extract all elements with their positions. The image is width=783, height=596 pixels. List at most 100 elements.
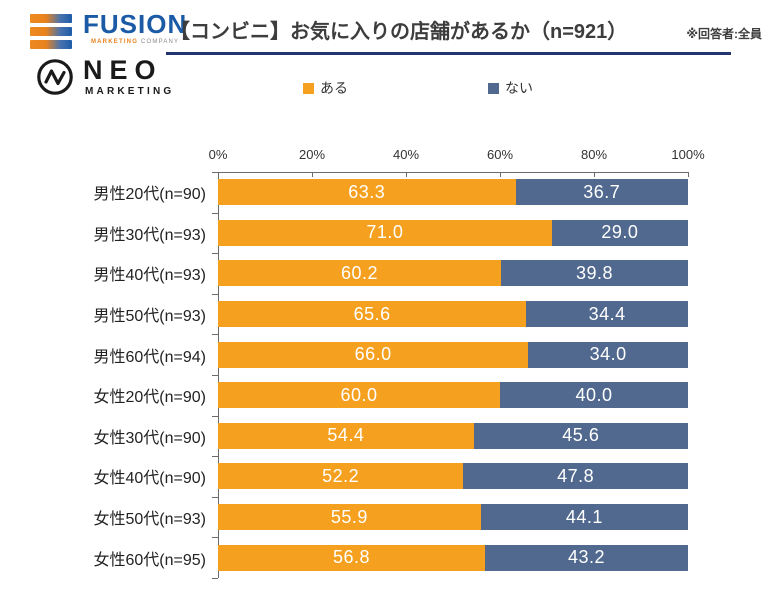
chart-legend: ある ない <box>303 78 533 98</box>
x-axis-tick <box>406 172 407 177</box>
legend-swatch <box>303 82 314 94</box>
category-label: 男性40代(n=93) <box>93 267 207 285</box>
bar-segment-series-2: 34.0 <box>528 341 688 368</box>
bar-segment-series-2: 40.0 <box>500 382 688 409</box>
neo-wordmark: NEO MARKETING <box>83 55 175 98</box>
bar-segment-series-1: 63.3 <box>218 179 516 206</box>
neo-subtitle: MARKETING <box>85 86 175 97</box>
bar-value-label: 44.1 <box>565 506 603 527</box>
fusion-logo: FUSION MARKETING COMPANY <box>30 11 187 49</box>
bar-value-label: 55.9 <box>330 506 368 527</box>
bar-segment-series-1: 54.4 <box>218 422 474 449</box>
neo-pulse-icon <box>37 59 73 95</box>
bar-value-label: 60.0 <box>340 384 378 405</box>
category-axis-tick <box>212 537 218 539</box>
chart-row: 男性20代(n=90) 63.3 36.7 <box>0 172 688 213</box>
x-axis-tick <box>594 172 595 177</box>
x-axis-tick-label: 100% <box>671 147 705 162</box>
bar-segment-series-1: 71.0 <box>218 219 552 246</box>
respondent-note: ※回答者:全員 <box>686 27 762 41</box>
bar-value-label: 66.0 <box>354 344 392 365</box>
chart-row: 男性30代(n=93) 71.0 29.0 <box>0 213 688 254</box>
bar-segment-series-1: 66.0 <box>218 341 529 368</box>
bar-segment-series-1: 60.0 <box>218 382 500 409</box>
category-label: 女性60代(n=95) <box>93 551 207 569</box>
fusion-bar <box>30 27 72 36</box>
category-axis-tick <box>212 334 218 336</box>
category-label: 男性60代(n=94) <box>93 348 207 366</box>
chart-row: 男性60代(n=94) 66.0 34.0 <box>0 334 688 375</box>
chart-row: 女性60代(n=95) 56.8 43.2 <box>0 537 688 578</box>
bar-segment-series-2: 36.7 <box>515 179 688 206</box>
bar-value-label: 71.0 <box>366 222 404 243</box>
category-axis-tick <box>212 212 218 214</box>
category-label: 女性40代(n=90) <box>93 470 207 488</box>
category-axis-tick <box>212 415 218 417</box>
bar-value-label: 39.8 <box>575 262 613 283</box>
category-label: 男性20代(n=90) <box>93 186 207 204</box>
bar-value-label: 56.8 <box>332 547 370 568</box>
category-axis-line <box>218 172 219 578</box>
legend-item: ない <box>488 78 533 98</box>
bar-segment-series-2: 47.8 <box>463 463 688 490</box>
neo-marketing-logo: NEO MARKETING <box>36 57 174 97</box>
bar-value-label: 54.4 <box>327 425 365 446</box>
bar-segment-series-1: 56.8 <box>218 544 485 571</box>
chart-row: 女性30代(n=90) 54.4 45.6 <box>0 416 688 457</box>
chart-row: 男性50代(n=93) 65.6 34.4 <box>0 294 688 335</box>
category-label: 女性20代(n=90) <box>93 389 207 407</box>
bar-value-label: 47.8 <box>557 465 595 486</box>
fusion-tagline-company: COMPANY <box>140 39 180 45</box>
title-row: 【コンビニ】お気に入りの店舗があるか（n=921） ※回答者:全員 <box>170 15 762 44</box>
x-axis-tick-label: 0% <box>208 147 228 162</box>
category-axis-tick <box>212 253 218 255</box>
category-label: 女性50代(n=93) <box>93 511 207 529</box>
legend-label: ある <box>320 80 348 96</box>
category-axis-tick <box>212 578 218 579</box>
neo-name: NEO <box>83 55 163 85</box>
chart-row: 男性40代(n=93) 60.2 39.8 <box>0 253 688 294</box>
bar-segment-series-1: 52.2 <box>218 463 464 490</box>
category-axis-tick <box>212 172 218 173</box>
category-label: 男性50代(n=93) <box>93 308 207 326</box>
category-axis-tick <box>212 375 218 376</box>
legend-label: ない <box>505 80 533 96</box>
bar-value-label: 52.2 <box>322 465 360 486</box>
x-axis-tick-label: 60% <box>486 147 514 162</box>
bar-value-label: 60.2 <box>340 262 378 283</box>
bar-segment-series-2: 44.1 <box>480 504 688 531</box>
bar-value-label: 34.4 <box>588 303 626 324</box>
chart-row: 女性20代(n=90) 60.0 40.0 <box>0 375 688 416</box>
bar-value-label: 29.0 <box>601 222 639 243</box>
bar-segment-series-2: 29.0 <box>551 219 688 246</box>
x-axis-tick <box>500 172 501 177</box>
bar-segment-series-1: 55.9 <box>218 504 481 531</box>
fusion-wordmark: FUSION MARKETING COMPANY <box>83 11 187 49</box>
x-axis-tick <box>688 172 689 177</box>
bar-value-label: 63.3 <box>348 181 386 202</box>
x-axis-tick-label: 80% <box>580 147 608 162</box>
bar-segment-series-1: 60.2 <box>218 260 501 287</box>
x-axis-tick <box>218 172 219 177</box>
chart-row: 女性50代(n=93) 55.9 44.1 <box>0 497 688 538</box>
bar-segment-series-2: 45.6 <box>473 422 688 449</box>
page-title: 【コンビニ】お気に入りの店舗があるか（n=921） <box>170 21 628 43</box>
fusion-bar <box>30 40 72 49</box>
chart-row: 女性40代(n=90) 52.2 47.8 <box>0 456 688 497</box>
bar-segment-series-2: 39.8 <box>500 260 688 287</box>
fusion-bar <box>30 14 72 23</box>
x-axis-tick-label: 20% <box>298 147 326 162</box>
bar-value-label: 43.2 <box>567 547 605 568</box>
bar-value-label: 34.0 <box>589 344 627 365</box>
category-label: 男性30代(n=93) <box>93 226 207 244</box>
x-axis-tick-label: 40% <box>392 147 420 162</box>
bar-segment-series-2: 43.2 <box>484 544 688 571</box>
fusion-name: FUSION <box>83 9 188 39</box>
category-axis-tick <box>212 293 218 295</box>
bar-value-label: 36.7 <box>583 181 621 202</box>
bar-value-label: 45.6 <box>562 425 600 446</box>
fusion-tagline-marketing: MARKETING <box>90 39 139 45</box>
category-axis-tick <box>212 456 218 458</box>
